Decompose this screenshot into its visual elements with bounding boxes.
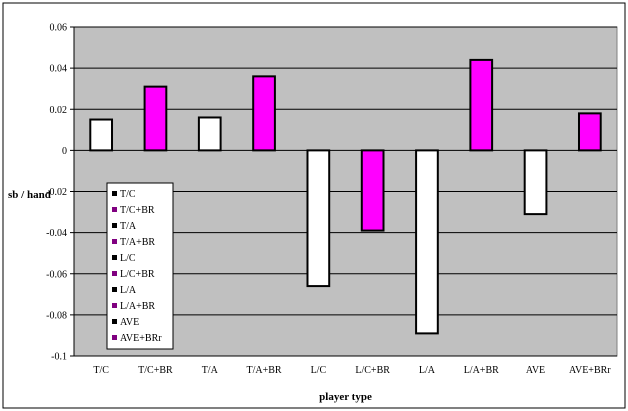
x-axis: T/C T/C+BR T/A T/A+BR L/C L/C+BR L/A L/A+BR AVE A… xyxy=(74,355,617,376)
legend-swatch xyxy=(112,239,117,244)
y-axis: 0.06 0.04 0.02 0 -0.02 -0.04 -0.06 -0.08 -0.1 xyxy=(46,23,75,363)
y-tick-label: 0 xyxy=(62,146,67,157)
y-tick-label: -0.08 xyxy=(46,310,67,321)
legend-swatch xyxy=(112,191,117,196)
legend-swatch xyxy=(112,223,117,228)
legend-label: L/C xyxy=(120,253,136,264)
x-tick-label: T/C+BR xyxy=(138,365,173,376)
legend-swatch xyxy=(112,287,117,292)
legend: T/C T/C+BR T/A T/A+BR L/C L/C+BR L/A L/A+BR AVE A… xyxy=(106,182,174,350)
bar xyxy=(143,85,168,152)
bar xyxy=(415,149,439,335)
legend-swatch xyxy=(112,207,117,212)
bar xyxy=(523,149,548,216)
legend-box xyxy=(106,182,174,350)
y-tick-label: -0.06 xyxy=(46,269,67,280)
legend-swatch xyxy=(112,303,117,308)
y-tick-label: -0.04 xyxy=(46,228,67,239)
legend-swatch xyxy=(112,335,117,340)
bar xyxy=(577,112,602,152)
legend-label: T/A+BR xyxy=(120,237,155,248)
legend-label: T/C xyxy=(120,189,136,200)
x-tick-label: T/A+BR xyxy=(247,365,282,376)
legend-label: L/A xyxy=(120,285,137,296)
x-axis-title: player type xyxy=(319,391,372,403)
bar xyxy=(360,149,385,232)
x-tick-label: T/C xyxy=(93,365,109,376)
legend-swatch xyxy=(112,255,117,260)
x-tick-label: L/A xyxy=(419,365,436,376)
legend-label: T/A xyxy=(120,221,137,232)
legend-swatch xyxy=(112,271,117,276)
bar xyxy=(306,149,331,288)
bar xyxy=(89,118,114,152)
y-tick-label: -0.02 xyxy=(46,187,67,198)
legend-label: T/C+BR xyxy=(120,205,155,216)
legend-label: L/A+BR xyxy=(120,301,155,312)
x-tick-label: L/C+BR xyxy=(355,365,390,376)
bar xyxy=(469,58,494,152)
x-tick-label: T/A xyxy=(202,365,219,376)
bars xyxy=(89,58,602,335)
y-tick-label: 0.04 xyxy=(50,64,68,75)
x-tick-label: L/A+BR xyxy=(464,365,499,376)
x-tick-label: AVE+BRr xyxy=(569,365,611,376)
legend-label: L/C+BR xyxy=(120,269,155,280)
y-tick-label: 0.02 xyxy=(50,105,68,116)
x-tick-label: L/C xyxy=(311,365,327,376)
bar xyxy=(197,116,222,152)
y-tick-label: -0.1 xyxy=(51,352,67,363)
x-tick-label: AVE xyxy=(526,365,545,376)
y-axis-title: sb / hand xyxy=(8,189,51,201)
bar xyxy=(252,75,276,152)
y-tick-label: 0.06 xyxy=(50,23,68,34)
legend-label: AVE xyxy=(120,317,139,328)
legend-label: AVE+BRr xyxy=(120,333,162,344)
legend-swatch xyxy=(112,319,117,324)
